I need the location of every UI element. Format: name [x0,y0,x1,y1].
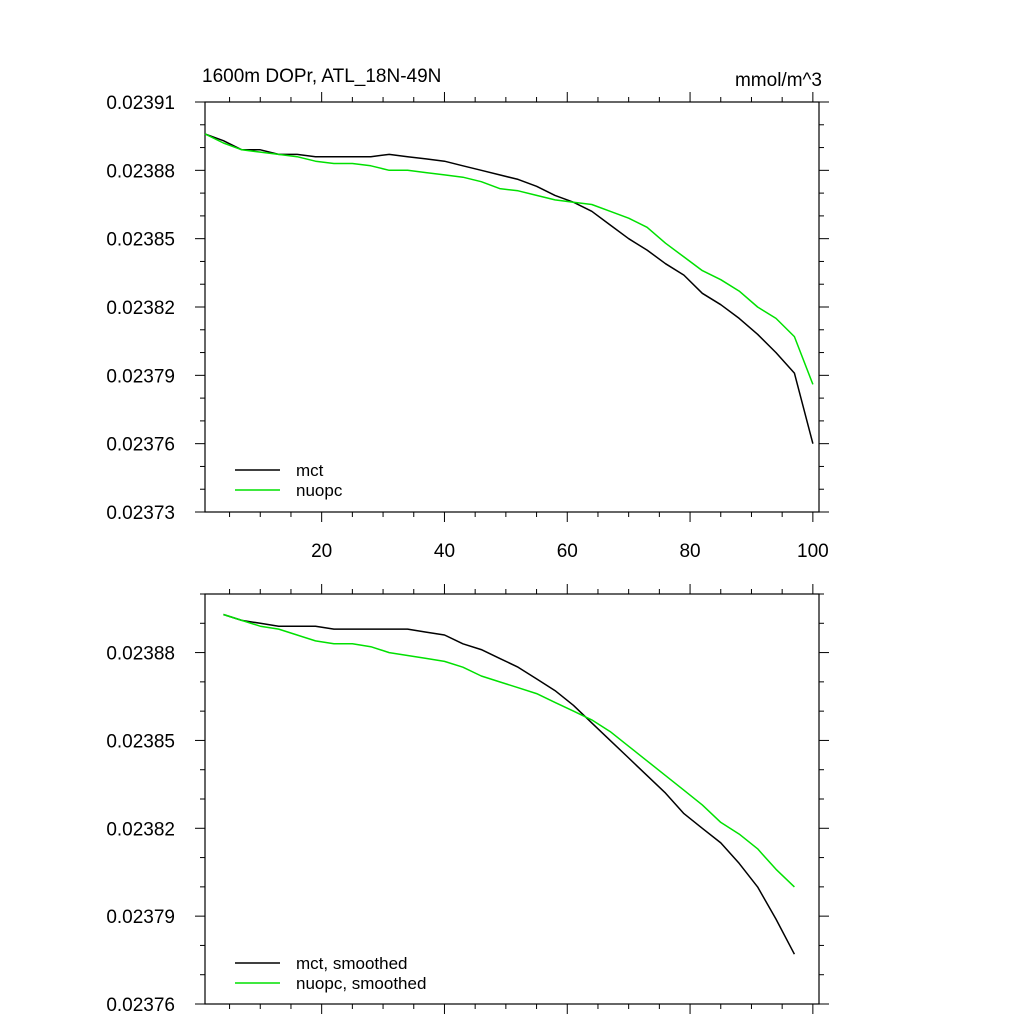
bottom-panel: 0.02376 0.02379 0.02382 0.02385 0.02388 mct,… [106,584,829,1016]
top-xtick-label-20: 20 [311,541,332,562]
bottom-series-nuopc-smoothed-line [223,613,795,888]
top-ytick-label-3: 0.02382 [106,298,175,319]
top-panel: 1600m DOPr, ATL_18N-49N mmol/m^3 20 40 60 8… [106,66,829,562]
top-xtick-label-40: 40 [434,541,455,562]
top-series-mct-line [204,133,814,444]
legend-label-mct-smoothed: mct, smoothed [296,954,408,973]
bottom-legend: mct, smoothed nuopc, smoothed [235,954,426,993]
legend-label-nuopc: nuopc [296,481,343,500]
top-ytick-label-6: 0.02391 [106,93,175,114]
top-xtick-label-60: 60 [557,541,578,562]
top-xtick-label-80: 80 [679,541,700,562]
top-ytick-label-2: 0.02379 [106,366,175,387]
bottom-axis-ticks: 0.02376 0.02379 0.02382 0.02385 0.02388 [106,584,829,1016]
top-ytick-label-5: 0.02388 [106,161,175,182]
bottom-series-mct-smoothed-line [223,613,796,955]
bottom-ytick-label-0: 0.02376 [106,995,175,1016]
bottom-ytick-label-1: 0.02379 [106,907,175,928]
top-chart-title: 1600m DOPr, ATL_18N-49N [202,66,441,87]
bottom-ytick-label-4: 0.02388 [106,644,175,665]
top-chart-units: mmol/m^3 [735,70,822,91]
top-legend: mct nuopc [235,461,343,500]
top-series-group [204,133,814,444]
top-ytick-label-4: 0.02385 [106,230,175,251]
top-plot-frame [204,101,820,513]
top-xtick-label-100: 100 [797,541,829,562]
legend-label-nuopc-smoothed: nuopc, smoothed [296,974,426,993]
bottom-ytick-label-2: 0.02382 [106,819,175,840]
bottom-series-group [223,613,796,955]
top-ytick-label-0: 0.02373 [106,503,175,524]
legend-label-mct: mct [296,461,324,480]
bottom-plot-frame [204,593,820,1005]
bottom-ytick-label-3: 0.02385 [106,731,175,752]
top-series-nuopc-line [204,133,814,385]
top-ytick-label-1: 0.02376 [106,435,175,456]
top-axis-ticks: 20 40 60 80 100 0.02373 0.02376 0.02379 0.02382 0… [106,92,829,562]
